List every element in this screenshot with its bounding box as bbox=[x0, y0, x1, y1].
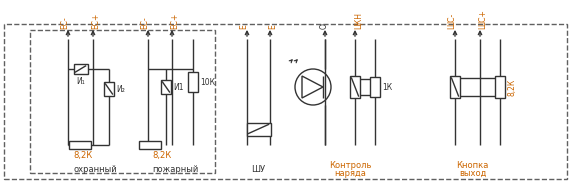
Text: ЕС+: ЕС+ bbox=[170, 13, 180, 29]
Text: Кнопка: Кнопка bbox=[456, 161, 488, 170]
Bar bbox=[139, 141, 161, 149]
Text: 8,2К: 8,2К bbox=[73, 151, 92, 160]
Text: ШС-: ШС- bbox=[447, 13, 456, 29]
Text: ЕС-: ЕС- bbox=[61, 16, 70, 29]
Bar bbox=[350, 76, 360, 98]
Text: пожарный: пожарный bbox=[152, 165, 198, 174]
Bar bbox=[495, 76, 505, 98]
Bar bbox=[69, 141, 91, 149]
Text: наряда: наряда bbox=[334, 169, 366, 178]
Text: 8,2К: 8,2К bbox=[152, 151, 171, 160]
Text: О: О bbox=[320, 23, 328, 29]
Bar bbox=[30, 30, 215, 173]
Bar bbox=[73, 64, 88, 74]
Bar bbox=[104, 82, 114, 96]
Text: ШС+: ШС+ bbox=[479, 9, 487, 29]
Text: И₂: И₂ bbox=[116, 85, 125, 94]
Bar bbox=[161, 80, 171, 94]
Text: 8,2К: 8,2К bbox=[508, 78, 517, 96]
Text: ЕС-: ЕС- bbox=[141, 16, 149, 29]
Bar bbox=[4, 24, 567, 179]
Text: ЦКН: ЦКН bbox=[353, 12, 363, 29]
Text: Е: Е bbox=[268, 24, 277, 29]
Text: Е: Е bbox=[240, 24, 248, 29]
Text: ЕС+: ЕС+ bbox=[92, 13, 101, 29]
Text: 10К: 10К bbox=[200, 77, 215, 87]
Bar bbox=[247, 122, 271, 136]
Text: ШУ: ШУ bbox=[252, 165, 265, 174]
Bar bbox=[450, 76, 460, 98]
Bar bbox=[370, 77, 380, 97]
Text: И₁: И₁ bbox=[76, 77, 85, 86]
Text: 1К: 1К bbox=[382, 82, 392, 91]
Text: выход: выход bbox=[459, 169, 486, 178]
Text: охранный: охранный bbox=[73, 165, 117, 174]
Bar bbox=[188, 72, 198, 92]
Text: И1: И1 bbox=[173, 82, 184, 91]
Text: Контроль: Контроль bbox=[329, 161, 371, 170]
